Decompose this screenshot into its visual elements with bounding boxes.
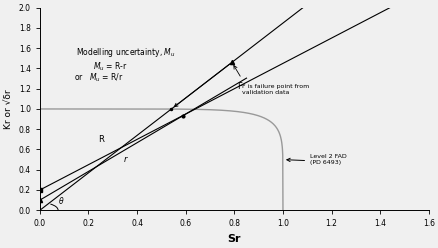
Text: F: F <box>236 82 241 91</box>
Text: or   $M_u$ = R/r: or $M_u$ = R/r <box>74 71 123 84</box>
Text: r: r <box>123 155 127 164</box>
Text: $M_u$ = R-r: $M_u$ = R-r <box>93 60 128 73</box>
X-axis label: Sr: Sr <box>227 234 240 244</box>
Text: $\theta$: $\theta$ <box>58 195 65 206</box>
Text: Level 2 FAD
(PD 6493): Level 2 FAD (PD 6493) <box>309 154 346 165</box>
Y-axis label: Kr or √δr: Kr or √δr <box>4 89 13 129</box>
Text: Modelling uncertainty, $M_u$: Modelling uncertainty, $M_u$ <box>76 46 176 59</box>
Text: F is failure point from
validation data: F is failure point from validation data <box>241 84 308 95</box>
Text: R: R <box>98 135 103 144</box>
